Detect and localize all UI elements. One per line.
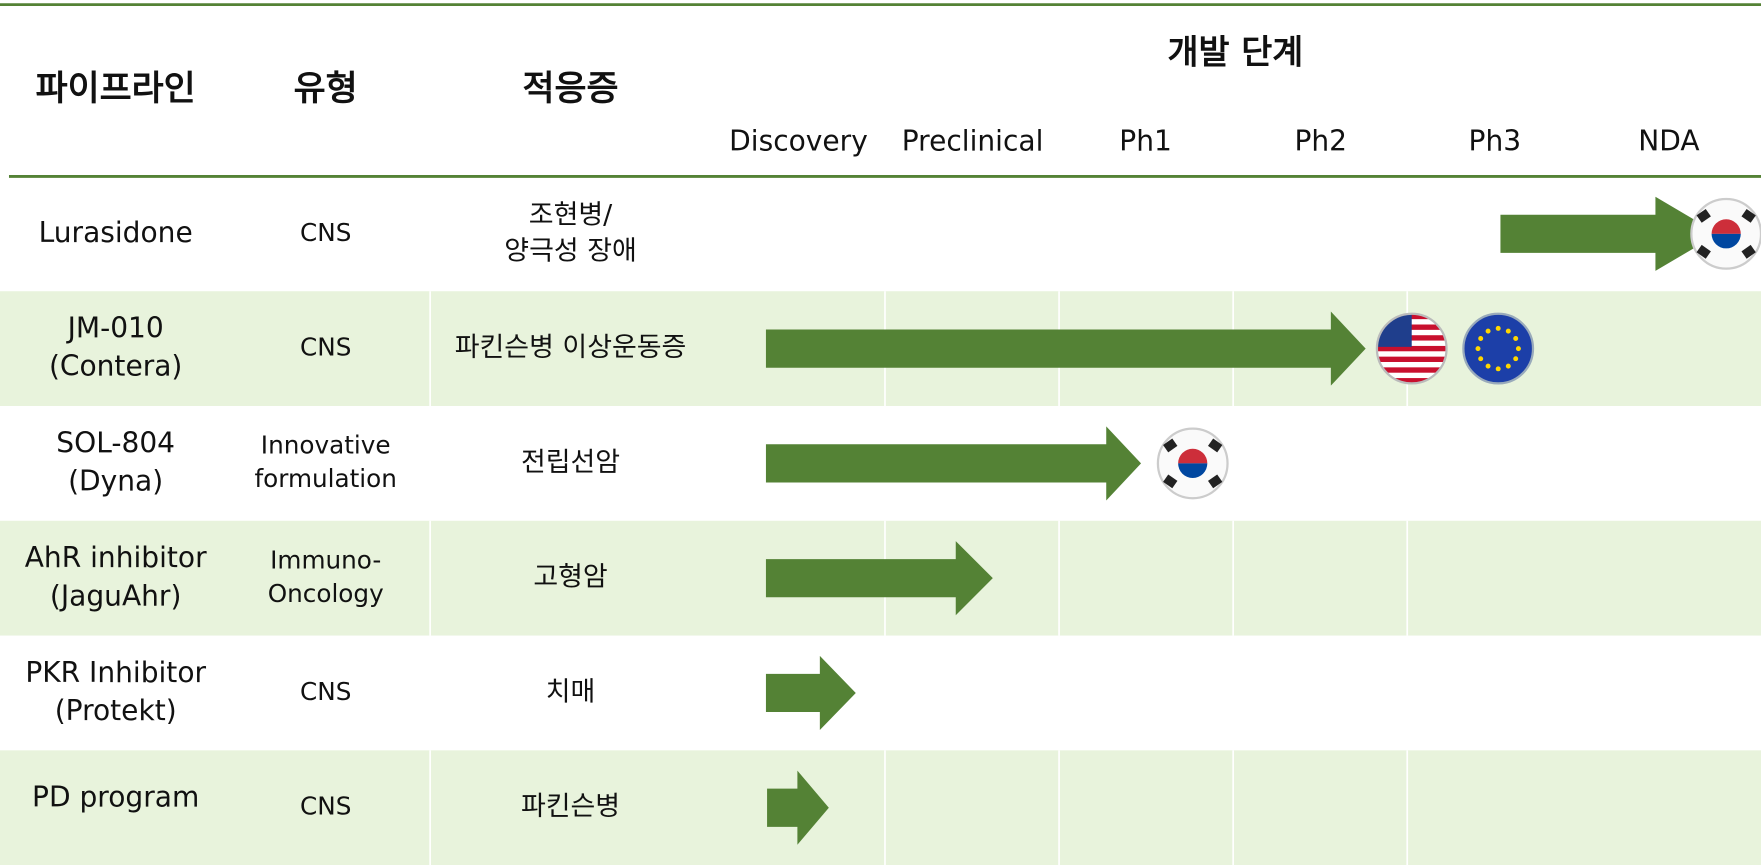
flag-red bbox=[1711, 219, 1741, 234]
flag-star bbox=[1495, 325, 1501, 331]
stage-header: Ph2 bbox=[1294, 125, 1347, 158]
stage-header: NDA bbox=[1638, 125, 1699, 158]
flag-star bbox=[1485, 328, 1491, 334]
cell-text: CNS bbox=[300, 677, 351, 706]
cell-text: 양극성 장애 bbox=[504, 235, 636, 266]
column-header: 적응증 bbox=[523, 69, 619, 109]
flag-star bbox=[1513, 336, 1519, 341]
flag-star bbox=[1505, 328, 1511, 334]
cell-text: PD program bbox=[32, 781, 199, 814]
flag-star bbox=[1505, 363, 1511, 369]
flag-star bbox=[1475, 346, 1481, 352]
flag-star bbox=[1478, 336, 1484, 341]
cell-text: 파킨슨병 bbox=[521, 791, 620, 822]
flag-trigram bbox=[1696, 244, 1711, 259]
flag-rim bbox=[1375, 312, 1448, 385]
row-band bbox=[0, 750, 1761, 865]
stage-header: Ph1 bbox=[1119, 125, 1172, 158]
flag-bg bbox=[1462, 312, 1535, 385]
flag-star bbox=[1495, 366, 1501, 372]
cell-text: CNS bbox=[300, 333, 351, 362]
flag-blue bbox=[1178, 463, 1208, 478]
progress-arrow bbox=[767, 770, 829, 845]
progress-arrow bbox=[1500, 196, 1719, 271]
flag-icon bbox=[1690, 197, 1761, 270]
cell-text: Innovative bbox=[261, 431, 391, 460]
flag-stripe bbox=[1376, 345, 1447, 352]
flag-stripe bbox=[1376, 378, 1447, 384]
flag-trigram bbox=[1696, 208, 1711, 223]
cell-text: 치매 bbox=[546, 676, 596, 707]
flag-trigram bbox=[1741, 208, 1756, 223]
rows: Lurasidone CNS 조현병/양극성 장애 JM-010 (Contera) CN… bbox=[0, 196, 1761, 865]
cell-text: 조현병/ bbox=[529, 199, 613, 230]
cell-text: AhR inhibitor bbox=[25, 541, 207, 574]
stage-group-header: 개발 단계 bbox=[1168, 33, 1304, 72]
cell-text: SOL-804 bbox=[56, 426, 175, 459]
cell-text: (Dyna) bbox=[68, 464, 163, 497]
cell-text: Lurasidone bbox=[39, 216, 193, 249]
flag-star bbox=[1513, 356, 1519, 362]
flag-icon bbox=[1156, 427, 1229, 500]
cell-text: PKR Inhibitor bbox=[25, 656, 206, 689]
flag-icon bbox=[1462, 312, 1535, 385]
flag-trigram bbox=[1741, 244, 1756, 259]
column-header: 파이프라인 bbox=[36, 69, 196, 109]
flag-icon bbox=[1375, 312, 1448, 385]
stage-header: Ph3 bbox=[1469, 125, 1522, 158]
cell-text: formulation bbox=[254, 464, 396, 493]
cell-text: (Protekt) bbox=[55, 694, 177, 727]
progress-arrow bbox=[765, 311, 1366, 386]
progress-arrow bbox=[765, 655, 856, 731]
flag-star bbox=[1485, 363, 1491, 369]
flag-blue bbox=[1711, 233, 1741, 249]
cell-text: CNS bbox=[300, 218, 351, 247]
flag-stripe bbox=[1376, 367, 1447, 374]
stage-header: Preclinical bbox=[902, 125, 1044, 158]
flag-star bbox=[1515, 346, 1521, 352]
stage-header: Discovery bbox=[729, 125, 868, 158]
flag-trigram bbox=[1208, 438, 1223, 453]
cell-text: (JaguAhr) bbox=[50, 579, 182, 612]
cell-text: 전립선암 bbox=[521, 447, 620, 478]
flag-stripe bbox=[1376, 361, 1447, 368]
cell-text: CNS bbox=[300, 792, 351, 821]
flag-trigram bbox=[1163, 474, 1178, 489]
progress-arrow bbox=[765, 541, 993, 616]
cell-text: (Contera) bbox=[49, 350, 182, 383]
flag-stripe bbox=[1376, 356, 1447, 363]
flag-star bbox=[1478, 356, 1484, 362]
flag-stripe bbox=[1376, 351, 1447, 358]
cell-text: JM-010 bbox=[66, 312, 164, 345]
cell-text: Oncology bbox=[268, 579, 384, 608]
cell-text: Immuno- bbox=[270, 545, 381, 574]
cell-text: 고형암 bbox=[533, 562, 607, 593]
flag-trigram bbox=[1208, 474, 1223, 489]
cell-text: 파킨슨병 이상운동증 bbox=[455, 332, 687, 363]
progress-arrow bbox=[765, 426, 1142, 501]
flag-trigram bbox=[1163, 438, 1178, 453]
flag-red bbox=[1178, 448, 1208, 464]
column-header: 유형 bbox=[294, 69, 358, 109]
flag-stripe bbox=[1376, 372, 1447, 379]
